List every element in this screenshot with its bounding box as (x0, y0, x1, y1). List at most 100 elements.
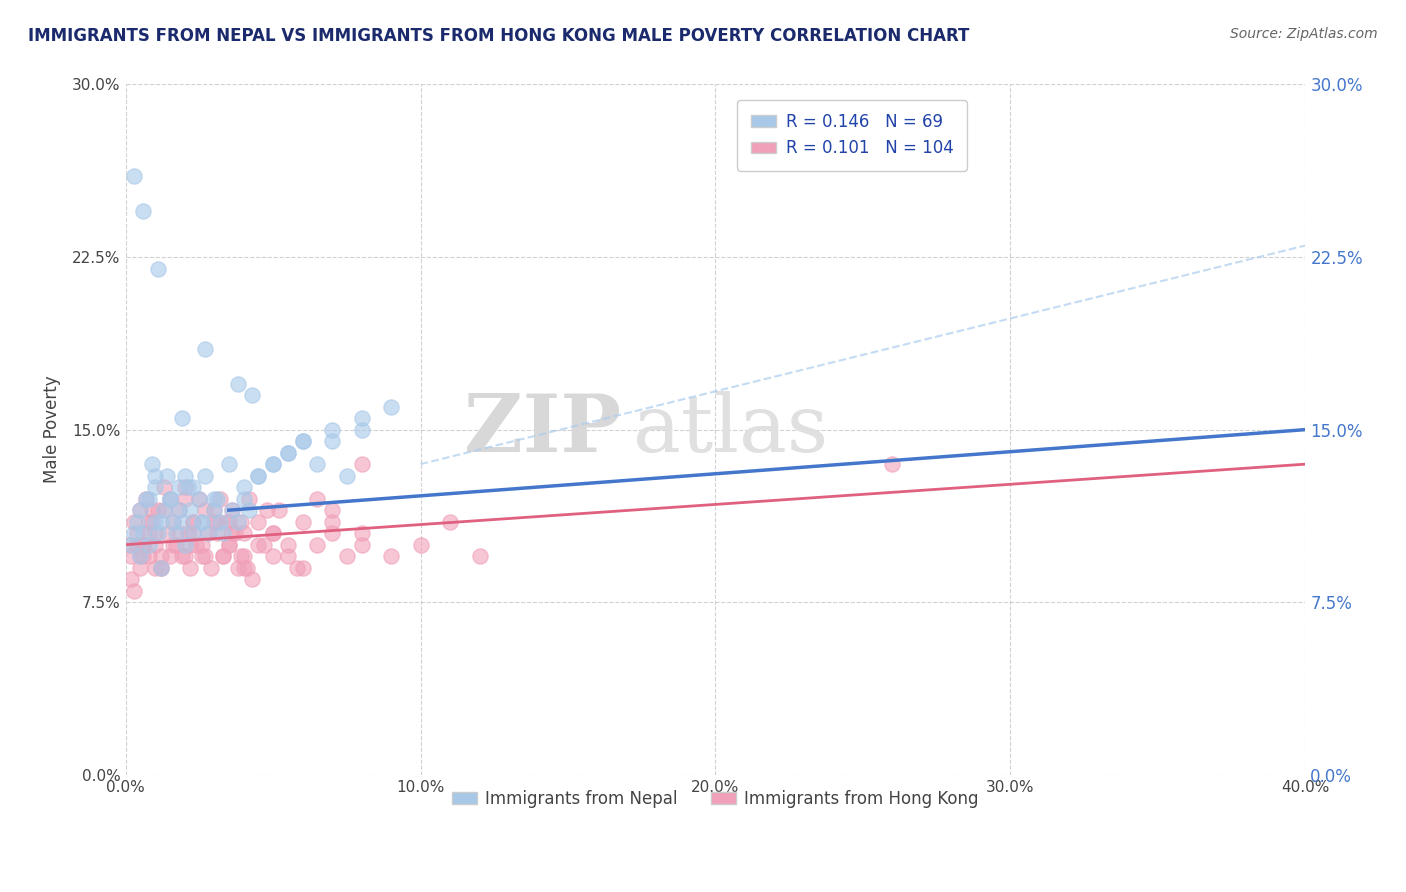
Point (291, 515, 314, 529)
Point (262, 526, 284, 541)
Point (117, 538, 139, 552)
Point (262, 457, 284, 471)
Point (247, 468, 270, 483)
Point (253, 538, 276, 552)
Point (215, 515, 238, 529)
Point (235, 560, 257, 574)
Point (146, 526, 169, 541)
Point (238, 503, 260, 517)
Point (141, 503, 163, 517)
Point (226, 515, 249, 529)
Point (170, 549, 193, 564)
Point (173, 480, 195, 494)
Point (218, 538, 240, 552)
Point (159, 491, 181, 506)
Point (336, 549, 359, 564)
Point (132, 204, 155, 219)
Point (202, 491, 225, 506)
Point (212, 549, 235, 564)
Point (167, 480, 190, 494)
Point (127, 515, 149, 529)
Point (229, 549, 252, 564)
Point (194, 503, 217, 517)
Point (132, 549, 155, 564)
Point (149, 549, 172, 564)
Point (124, 526, 146, 541)
Point (149, 515, 172, 529)
Point (229, 515, 252, 529)
Point (183, 515, 205, 529)
Point (232, 480, 254, 494)
Point (350, 411, 373, 425)
Point (277, 445, 299, 459)
Point (129, 549, 152, 564)
Text: atlas: atlas (633, 391, 828, 468)
Point (170, 411, 193, 425)
Point (197, 526, 219, 541)
Point (162, 538, 184, 552)
Point (321, 515, 343, 529)
Point (262, 549, 284, 564)
Point (176, 526, 198, 541)
Point (221, 503, 243, 517)
Point (321, 503, 343, 517)
Point (135, 491, 157, 506)
Point (247, 468, 270, 483)
Point (205, 526, 228, 541)
Point (208, 491, 231, 506)
Point (321, 526, 343, 541)
Point (191, 549, 214, 564)
Point (149, 560, 172, 574)
Point (143, 480, 166, 494)
Point (291, 434, 314, 449)
Point (132, 538, 155, 552)
Point (188, 491, 211, 506)
Point (307, 538, 329, 552)
Text: IMMIGRANTS FROM NEPAL VS IMMIGRANTS FROM HONG KONG MALE POVERTY CORRELATION CHAR: IMMIGRANTS FROM NEPAL VS IMMIGRANTS FROM… (28, 27, 970, 45)
Point (307, 457, 329, 471)
Point (146, 261, 169, 276)
Point (224, 526, 246, 541)
Point (129, 503, 152, 517)
Point (277, 445, 299, 459)
Point (124, 169, 146, 184)
Point (135, 491, 157, 506)
Point (159, 491, 181, 506)
Point (127, 526, 149, 541)
Point (159, 491, 181, 506)
Point (321, 434, 343, 449)
Point (218, 515, 240, 529)
Point (242, 572, 264, 586)
Point (173, 538, 195, 552)
Point (439, 515, 461, 529)
Point (167, 503, 190, 517)
Point (380, 549, 402, 564)
Point (183, 526, 205, 541)
Point (205, 515, 228, 529)
Point (409, 538, 432, 552)
Point (146, 503, 169, 517)
Point (202, 503, 225, 517)
Point (336, 468, 359, 483)
Point (262, 526, 284, 541)
Point (350, 457, 373, 471)
Point (226, 376, 249, 391)
Text: Source: ZipAtlas.com: Source: ZipAtlas.com (1230, 27, 1378, 41)
Point (156, 526, 179, 541)
Point (267, 503, 290, 517)
Point (191, 515, 214, 529)
Point (153, 503, 176, 517)
Point (380, 400, 402, 414)
Point (183, 480, 205, 494)
Point (232, 491, 254, 506)
Point (138, 491, 160, 506)
Point (159, 549, 181, 564)
Point (202, 503, 225, 517)
Point (149, 560, 172, 574)
Text: ZIP: ZIP (464, 391, 621, 468)
Point (141, 457, 163, 471)
Point (307, 491, 329, 506)
Point (138, 515, 160, 529)
Y-axis label: Male Poverty: Male Poverty (44, 376, 60, 483)
Point (138, 549, 160, 564)
